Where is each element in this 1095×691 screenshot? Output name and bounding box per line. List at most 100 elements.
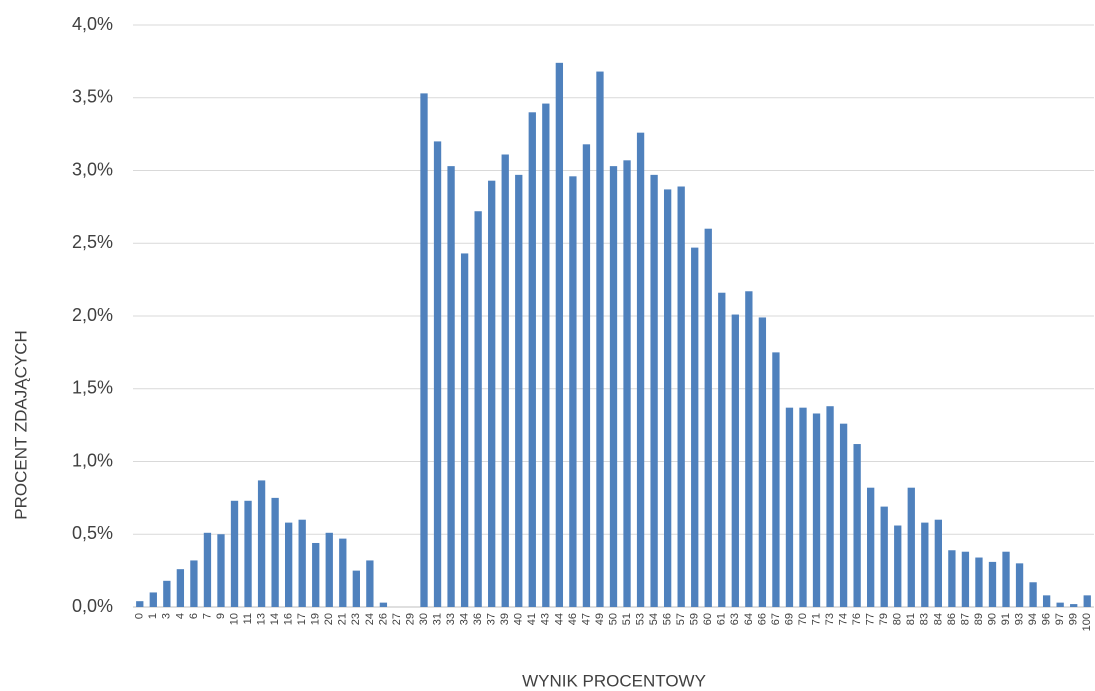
bar — [731, 314, 739, 607]
bar — [312, 542, 320, 607]
x-tick-label: 73 — [824, 613, 836, 625]
bar — [1042, 595, 1051, 607]
bar — [1015, 563, 1024, 607]
x-tick-label: 94 — [1027, 613, 1039, 625]
bar — [718, 292, 726, 607]
bar — [826, 406, 834, 607]
x-tick-label: 83 — [919, 613, 931, 625]
x-tick-label: 70 — [797, 613, 809, 625]
x-tick-label: 66 — [756, 613, 768, 625]
x-tick-label: 77 — [865, 613, 877, 625]
x-tick-label: 90 — [986, 613, 998, 625]
x-tick-label: 91 — [1000, 613, 1012, 625]
bar — [244, 500, 252, 607]
bar — [285, 522, 293, 607]
bar — [217, 534, 225, 607]
bar — [921, 522, 929, 607]
x-tick-label: 29 — [404, 613, 416, 625]
bar — [515, 174, 523, 608]
bar — [961, 551, 970, 607]
x-tick-label: 63 — [729, 613, 741, 625]
x-tick-label: 89 — [973, 613, 985, 625]
bar — [474, 211, 482, 608]
x-tick-label: 1 — [147, 613, 159, 619]
x-tick-label: 69 — [783, 613, 795, 625]
bar — [1070, 604, 1078, 607]
bar — [812, 413, 821, 607]
y-tick-label: 1,0% — [72, 450, 113, 470]
bar — [528, 112, 536, 608]
bar — [136, 601, 144, 607]
y-tick-label: 0,5% — [72, 523, 113, 543]
x-tick-label: 26 — [377, 613, 389, 625]
bar — [149, 592, 157, 607]
bar — [366, 560, 374, 607]
y-tick-label: 1,5% — [72, 378, 113, 398]
x-tick-label: 9 — [215, 613, 227, 619]
x-tick-label: 80 — [892, 613, 904, 625]
x-tick-label: 50 — [607, 613, 619, 625]
x-tick-label: 14 — [269, 613, 281, 625]
x-tick-label: 33 — [445, 613, 457, 625]
y-tick-label: 3,0% — [72, 159, 113, 179]
x-tick-label: 99 — [1068, 613, 1080, 625]
x-tick-label: 0 — [134, 613, 146, 619]
bar — [704, 228, 712, 607]
bar — [271, 497, 279, 607]
x-tick-label: 40 — [513, 613, 525, 625]
bar — [677, 186, 685, 607]
x-tick-label: 81 — [905, 613, 917, 625]
bar — [501, 154, 509, 607]
x-tick-label: 64 — [743, 613, 755, 625]
bar — [799, 407, 807, 607]
bar — [758, 317, 767, 607]
x-axis-title: WYNIK PROCENTOWY — [522, 671, 706, 690]
x-tick-label: 4 — [174, 613, 186, 619]
x-tick-label: 51 — [621, 613, 633, 625]
bar — [176, 569, 185, 607]
x-tick-label: 13 — [255, 613, 267, 625]
bar — [663, 189, 672, 608]
bar — [1056, 602, 1064, 607]
bar — [352, 570, 360, 607]
bar — [488, 180, 496, 607]
bar — [1002, 551, 1010, 607]
bar — [907, 487, 915, 607]
x-tick-label: 36 — [472, 613, 484, 625]
bar — [596, 71, 604, 607]
x-tick-label: 67 — [770, 613, 782, 625]
bar — [298, 519, 306, 607]
x-tick-label: 39 — [499, 613, 511, 625]
bar — [203, 532, 212, 607]
x-tick-label: 23 — [350, 613, 362, 625]
bar — [569, 176, 577, 607]
x-tick-label: 24 — [364, 613, 376, 625]
x-tick-label: 44 — [553, 613, 565, 625]
bar — [975, 557, 983, 607]
x-tick-label: 54 — [648, 613, 660, 625]
bar — [460, 253, 469, 607]
x-tick-label: 74 — [838, 613, 850, 625]
bar — [325, 532, 333, 607]
bar — [650, 174, 658, 608]
y-tick-label: 3,5% — [72, 87, 113, 107]
x-tick-label: 87 — [959, 613, 971, 625]
bar — [257, 480, 266, 607]
bar — [894, 525, 902, 607]
bar — [1029, 582, 1037, 607]
x-tick-label: 30 — [418, 613, 430, 625]
bar — [988, 561, 997, 607]
y-tick-label: 4,0% — [72, 14, 113, 34]
bar — [691, 247, 699, 608]
bar — [433, 141, 442, 607]
y-axis-title: PROCENT ZDAJĄCYCH — [11, 330, 30, 520]
x-tick-label: 16 — [283, 613, 295, 625]
x-tick-label: 76 — [851, 613, 863, 625]
y-tick-label: 0,0% — [72, 596, 113, 616]
bar — [948, 550, 956, 607]
bar — [190, 560, 198, 607]
bar — [447, 166, 455, 607]
x-tick-label: 93 — [1013, 613, 1025, 625]
x-tick-label: 84 — [932, 613, 944, 625]
